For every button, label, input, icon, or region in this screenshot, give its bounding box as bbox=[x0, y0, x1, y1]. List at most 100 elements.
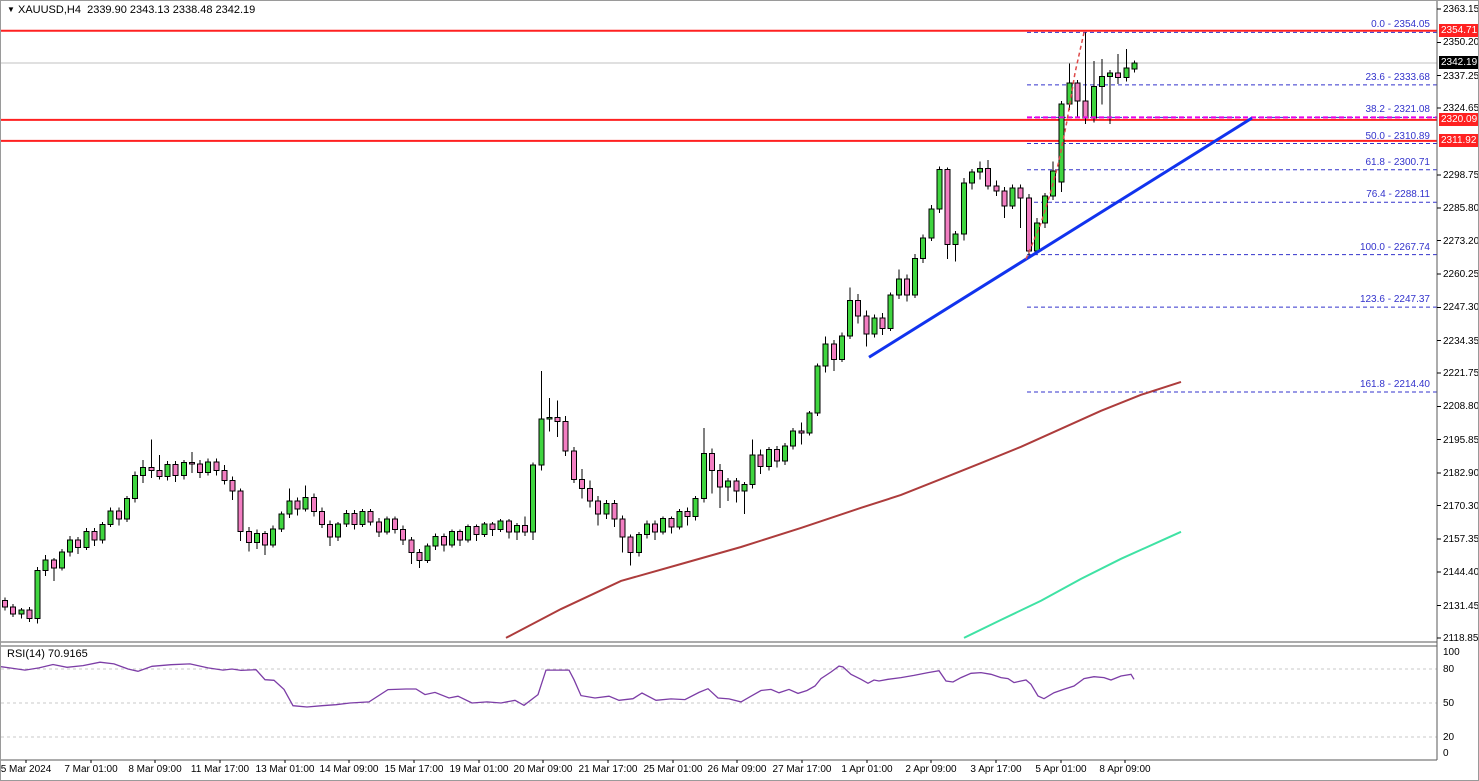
time-axis-label[interactable]: 19 Mar 01:00 bbox=[449, 764, 509, 775]
candle-body bbox=[660, 518, 667, 533]
time-axis-label[interactable]: 3 Apr 17:00 bbox=[970, 764, 1022, 775]
candle-body bbox=[903, 278, 910, 296]
candle-body bbox=[1042, 195, 1048, 224]
time-axis-label[interactable]: 8 Mar 09:00 bbox=[128, 764, 182, 775]
candle-body bbox=[912, 258, 918, 296]
candle-body bbox=[968, 171, 975, 184]
candle-body bbox=[392, 518, 398, 530]
candle-body bbox=[643, 523, 650, 536]
axis-ticks bbox=[25, 8, 1441, 763]
rsi-axis-label: 80 bbox=[1443, 664, 1455, 675]
price-axis-label[interactable]: 2221.75 bbox=[1443, 368, 1479, 380]
time-axis-label[interactable]: 2 Apr 09:00 bbox=[905, 764, 957, 775]
time-axis-label[interactable]: 21 Mar 17:00 bbox=[578, 764, 638, 775]
time-axis-label[interactable]: 25 Mar 01:00 bbox=[643, 764, 703, 775]
candle-body bbox=[993, 185, 1000, 192]
candle-body bbox=[1058, 103, 1065, 183]
time-axis-label[interactable]: 20 Mar 09:00 bbox=[513, 764, 573, 775]
price-axis-label[interactable]: 2131.45 bbox=[1443, 600, 1479, 612]
candle-body bbox=[1123, 67, 1130, 79]
price-axis-label[interactable]: 2170.30 bbox=[1443, 500, 1479, 512]
candle-body bbox=[497, 520, 504, 530]
time-axis-label[interactable]: 26 Mar 09:00 bbox=[707, 764, 767, 775]
price-axis-label[interactable]: 2247.30 bbox=[1443, 302, 1479, 314]
candle-body bbox=[1074, 82, 1081, 102]
candle-body bbox=[814, 365, 821, 414]
price-axis-label[interactable]: 2118.85 bbox=[1443, 633, 1479, 644]
time-axis-label[interactable]: 13 Mar 01:00 bbox=[255, 764, 315, 775]
candle-body bbox=[473, 525, 480, 536]
candle-body bbox=[676, 510, 683, 528]
candle-body bbox=[530, 464, 537, 533]
horizontal-price-lines[interactable] bbox=[1, 29, 1437, 142]
fib-label: 76.4 - 2288.11 bbox=[1366, 189, 1430, 201]
candle-body bbox=[359, 510, 366, 525]
price-axis-label[interactable]: 2195.85 bbox=[1443, 434, 1479, 446]
price-tag: 2311.92 bbox=[1439, 134, 1478, 148]
candle-body bbox=[538, 418, 545, 466]
candle-body bbox=[578, 478, 585, 489]
rsi-axis-label: 50 bbox=[1443, 698, 1455, 709]
candle-body bbox=[790, 430, 797, 447]
price-axis-label[interactable]: 2324.65 bbox=[1443, 103, 1479, 115]
candle-body bbox=[99, 523, 106, 541]
time-axis-label[interactable]: 15 Mar 17:00 bbox=[384, 764, 444, 775]
price-axis-label[interactable]: 2260.25 bbox=[1443, 268, 1479, 280]
price-axis-label[interactable]: 2234.35 bbox=[1443, 335, 1479, 347]
time-axis-label[interactable]: 1 Apr 01:00 bbox=[841, 764, 893, 775]
candle-body bbox=[668, 518, 675, 528]
price-axis-label[interactable]: 2350.20 bbox=[1443, 37, 1479, 49]
candle-body bbox=[205, 461, 212, 473]
candle-body bbox=[1017, 187, 1024, 199]
time-axis-label[interactable]: 5 Apr 01:00 bbox=[1035, 764, 1087, 775]
support-trendline[interactable] bbox=[868, 116, 1253, 359]
candle-body bbox=[10, 606, 17, 615]
price-axis-label[interactable]: 2208.80 bbox=[1443, 401, 1479, 413]
price-axis-label[interactable]: 2363.15 bbox=[1443, 4, 1479, 15]
candle-body bbox=[773, 449, 780, 462]
candle-body bbox=[595, 500, 602, 515]
candle-body bbox=[237, 490, 244, 533]
candle-body bbox=[570, 450, 577, 480]
candle-body bbox=[863, 315, 870, 335]
price-axis-label[interactable]: 2182.90 bbox=[1443, 468, 1479, 480]
candle-body bbox=[855, 299, 862, 317]
candle-body bbox=[351, 513, 358, 525]
price-axis-label[interactable]: 2337.25 bbox=[1443, 70, 1479, 82]
price-axis-label[interactable]: 2285.80 bbox=[1443, 203, 1479, 215]
candle-body bbox=[871, 317, 878, 335]
candle-body bbox=[960, 182, 967, 235]
rsi-pane[interactable] bbox=[1, 661, 1437, 738]
price-axis-label[interactable]: 2144.40 bbox=[1443, 567, 1479, 579]
symbol-dropdown-icon[interactable]: ▼ bbox=[7, 5, 15, 14]
candle-body bbox=[302, 496, 309, 510]
candle-body bbox=[505, 520, 512, 533]
time-axis-label[interactable]: 7 Mar 01:00 bbox=[64, 764, 118, 775]
candle-body bbox=[1066, 82, 1073, 105]
time-axis-label[interactable]: 27 Mar 17:00 bbox=[772, 764, 832, 775]
candle-body bbox=[725, 480, 732, 488]
candle-body bbox=[42, 559, 49, 572]
fib-label: 50.0 - 2310.89 bbox=[1365, 130, 1431, 142]
price-axis-label[interactable]: 2298.75 bbox=[1443, 169, 1479, 181]
price-axis-label[interactable]: 2273.20 bbox=[1443, 235, 1479, 247]
candle-body bbox=[26, 609, 33, 619]
candle-body bbox=[164, 464, 171, 478]
candle-body bbox=[684, 510, 691, 518]
candle-body bbox=[50, 559, 57, 569]
trendlines[interactable] bbox=[868, 32, 1253, 359]
candle-body bbox=[985, 168, 992, 187]
time-axis-label[interactable]: 5 Mar 2024 bbox=[0, 764, 52, 775]
time-axis-label[interactable]: 8 Apr 09:00 bbox=[1099, 764, 1151, 775]
candle-body bbox=[1090, 86, 1097, 119]
candle-body bbox=[1107, 72, 1113, 77]
candle-body bbox=[318, 510, 325, 525]
candle-body bbox=[115, 510, 122, 520]
time-axis-label[interactable]: 11 Mar 17:00 bbox=[190, 764, 250, 775]
time-axis-label[interactable]: 14 Mar 09:00 bbox=[319, 764, 379, 775]
candle-body bbox=[83, 531, 90, 548]
fibonacci-lines[interactable] bbox=[1027, 31, 1437, 393]
price-axis-label[interactable]: 2157.35 bbox=[1443, 533, 1479, 545]
candle-body bbox=[270, 528, 277, 546]
